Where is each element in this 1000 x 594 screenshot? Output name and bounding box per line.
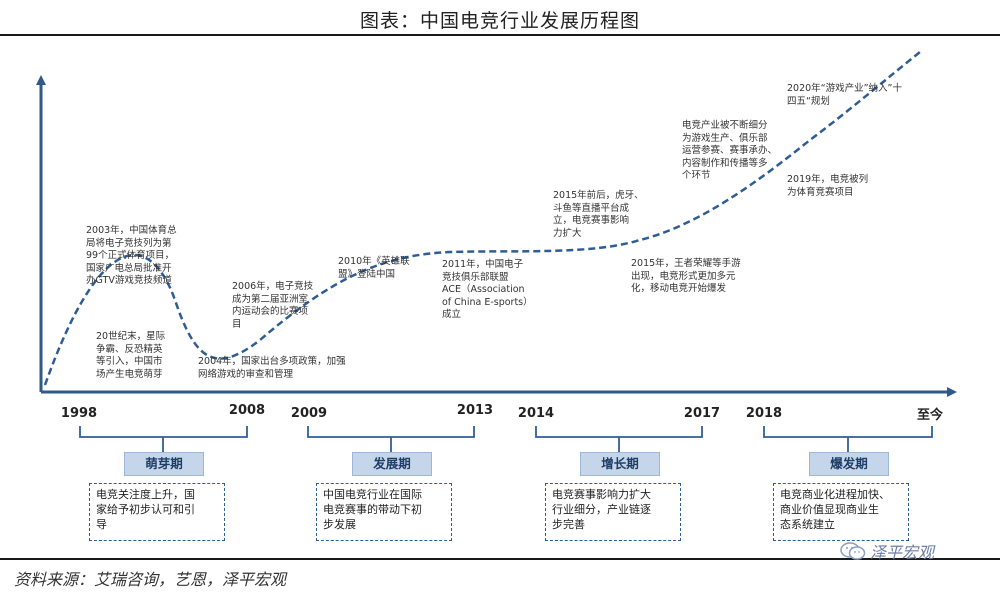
watermark: 泽平宏观 — [840, 540, 934, 562]
phase-desc-development: 中国电竞行业在国际 电竞赛事的带动下初 步发展 — [316, 483, 452, 541]
bracket-phase-3 — [535, 426, 703, 438]
year-label-2014: 2014 — [517, 406, 555, 421]
annotation-2011: 2011年，中国电子 竞技俱乐部联盟 ACE（Association of Ch… — [442, 259, 533, 320]
annotation-2010: 2010年《英雄联 盟》登陆中国 — [338, 256, 410, 280]
source-note: 资料来源：艾瑞咨询，艺恩，泽平宏观 — [14, 570, 287, 589]
page-title: 图表：中国电竞行业发展历程图 — [359, 10, 640, 32]
phase-desc-germination: 电竞关注度上升，国 家给予初步认可和引 导 — [89, 483, 225, 541]
annotation-2015-platforms: 2015年前后，虎牙、 斗鱼等直播平台成 立，电竞赛事影响 力扩大 — [553, 190, 644, 239]
annotation-industry-segments: 电竞产业被不断细分 为游戏生产、俱乐部 运营参赛、赛事承办、 内容制作和传播等多… — [682, 120, 778, 181]
phase-label-explosion: 爆发期 — [809, 452, 889, 476]
bracket-phase-1 — [79, 426, 248, 438]
annotation-2020: 2020年“游戏产业”纳入”十 四五“规划 — [787, 83, 902, 107]
year-label-1998: 1998 — [60, 406, 98, 421]
top-rule — [0, 34, 1000, 36]
year-label-2008: 2008 — [228, 403, 266, 418]
phase-label-development: 发展期 — [352, 452, 432, 476]
growth-curve — [43, 51, 921, 386]
year-label-2018: 2018 — [745, 406, 783, 421]
watermark-text: 泽平宏观 — [870, 543, 935, 562]
year-label-2013: 2013 — [456, 403, 494, 418]
annotation-2015-mobile: 2015年，王者荣耀等手游 出现，电竞形式更加多元 化，移动电竞开始爆发 — [631, 258, 741, 294]
annotation-2004: 2004年，国家出台多项政策，加强 网络游戏的审查和管理 — [198, 356, 346, 380]
annotation-2006: 2006年，电子竞技 成为第二届亚洲室 内运动会的比赛项 目 — [232, 281, 314, 330]
phase-desc-explosion: 电竞商业化进程加快、 商业价值显现商业生 态系统建立 — [773, 483, 909, 541]
annotation-1998: 20世纪末，星际 争霸、反恐精英 等引入，中国市 场产生电竞萌芽 — [96, 331, 166, 380]
annotation-2019: 2019年，电竞被列 为体育竞赛项目 — [787, 174, 869, 198]
year-label-2017: 2017 — [683, 406, 721, 421]
wechat-icon — [840, 542, 866, 560]
bracket-phase-4 — [763, 426, 933, 438]
phase-label-growth: 增长期 — [580, 452, 660, 476]
year-label-present: 至今 — [916, 408, 944, 423]
year-label-2009: 2009 — [290, 406, 328, 421]
bracket-phase-2 — [307, 426, 475, 438]
phase-desc-growth: 电竞赛事影响力扩大 行业细分，产业链逐 步完善 — [545, 483, 681, 541]
phase-label-germination: 萌芽期 — [124, 452, 204, 476]
bottom-rule — [0, 558, 1000, 560]
annotation-2003: 2003年，中国体育总 局将电子竞技列为第 99个正式体育项目， 国家广电总局批… — [86, 225, 177, 286]
